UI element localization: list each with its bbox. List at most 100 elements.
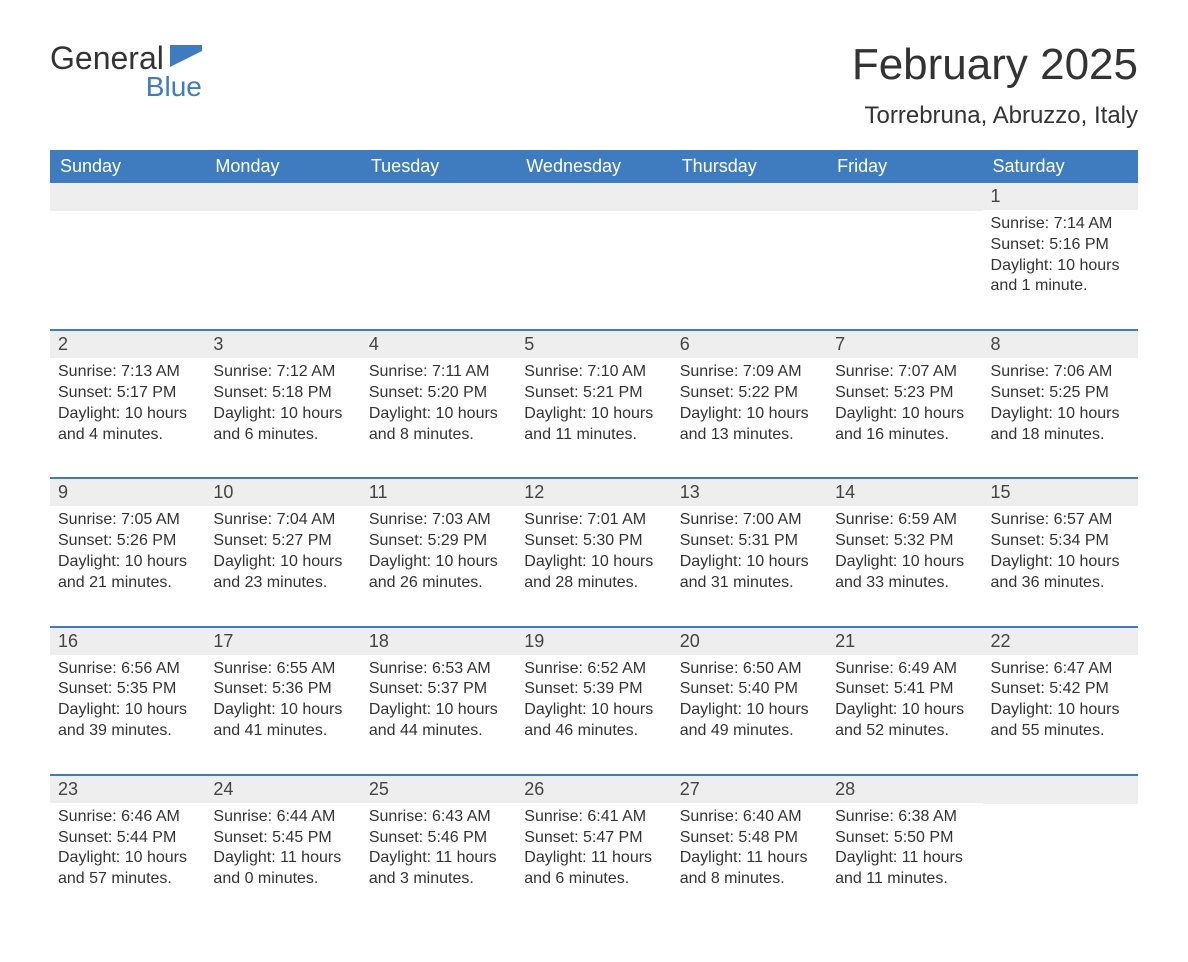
day-number: 8: [983, 331, 1138, 358]
day-number: 11: [361, 479, 516, 506]
day-sr: Sunrise: 7:09 AM: [680, 362, 819, 383]
day-content: Sunrise: 7:04 AMSunset: 5:27 PMDaylight:…: [205, 506, 360, 625]
day-d2: and 21 minutes.: [58, 573, 197, 594]
calendar-day-cell: 7Sunrise: 7:07 AMSunset: 5:23 PMDaylight…: [827, 330, 982, 478]
calendar-day-cell: [672, 183, 827, 330]
day-sr: Sunrise: 7:05 AM: [58, 510, 197, 531]
day-sr: Sunrise: 7:13 AM: [58, 362, 197, 383]
calendar-day-cell: 8Sunrise: 7:06 AMSunset: 5:25 PMDaylight…: [983, 330, 1138, 478]
day-content: Sunrise: 7:01 AMSunset: 5:30 PMDaylight:…: [516, 506, 671, 625]
calendar-day-cell: 9Sunrise: 7:05 AMSunset: 5:26 PMDaylight…: [50, 478, 205, 626]
day-sr: Sunrise: 7:00 AM: [680, 510, 819, 531]
calendar-day-cell: 20Sunrise: 6:50 AMSunset: 5:40 PMDayligh…: [672, 627, 827, 775]
day-d1: Daylight: 10 hours: [369, 404, 508, 425]
day-d2: and 23 minutes.: [213, 573, 352, 594]
day-number-empty: [361, 183, 516, 211]
day-d2: and 6 minutes.: [524, 869, 663, 890]
day-d2: and 13 minutes.: [680, 425, 819, 446]
calendar-day-cell: 15Sunrise: 6:57 AMSunset: 5:34 PMDayligh…: [983, 478, 1138, 626]
calendar-day-cell: [361, 183, 516, 330]
day-content-empty: [205, 211, 360, 271]
day-d1: Daylight: 10 hours: [680, 700, 819, 721]
day-d1: Daylight: 11 hours: [213, 848, 352, 869]
day-d2: and 52 minutes.: [835, 721, 974, 742]
day-d2: and 36 minutes.: [991, 573, 1130, 594]
day-sr: Sunrise: 6:41 AM: [524, 807, 663, 828]
day-d1: Daylight: 10 hours: [991, 404, 1130, 425]
calendar-day-cell: 27Sunrise: 6:40 AMSunset: 5:48 PMDayligh…: [672, 775, 827, 922]
day-d2: and 6 minutes.: [213, 425, 352, 446]
weekday-header: Monday: [205, 150, 360, 183]
calendar-day-cell: [50, 183, 205, 330]
day-content: Sunrise: 7:00 AMSunset: 5:31 PMDaylight:…: [672, 506, 827, 625]
day-number: 13: [672, 479, 827, 506]
day-number: 5: [516, 331, 671, 358]
day-content: Sunrise: 6:41 AMSunset: 5:47 PMDaylight:…: [516, 803, 671, 922]
day-ss: Sunset: 5:29 PM: [369, 531, 508, 552]
day-d2: and 18 minutes.: [991, 425, 1130, 446]
calendar-week-row: 9Sunrise: 7:05 AMSunset: 5:26 PMDaylight…: [50, 478, 1138, 626]
weekday-header: Wednesday: [516, 150, 671, 183]
day-d2: and 26 minutes.: [369, 573, 508, 594]
day-d1: Daylight: 11 hours: [524, 848, 663, 869]
day-number: 18: [361, 628, 516, 655]
day-sr: Sunrise: 6:53 AM: [369, 659, 508, 680]
day-content: Sunrise: 7:07 AMSunset: 5:23 PMDaylight:…: [827, 358, 982, 477]
day-sr: Sunrise: 6:40 AM: [680, 807, 819, 828]
day-ss: Sunset: 5:50 PM: [835, 828, 974, 849]
day-sr: Sunrise: 6:46 AM: [58, 807, 197, 828]
day-d2: and 57 minutes.: [58, 869, 197, 890]
calendar-day-cell: 13Sunrise: 7:00 AMSunset: 5:31 PMDayligh…: [672, 478, 827, 626]
page-header: General Blue February 2025 Torrebruna, A…: [50, 40, 1138, 130]
day-ss: Sunset: 5:42 PM: [991, 679, 1130, 700]
day-ss: Sunset: 5:47 PM: [524, 828, 663, 849]
calendar-day-cell: 6Sunrise: 7:09 AMSunset: 5:22 PMDaylight…: [672, 330, 827, 478]
day-d2: and 11 minutes.: [835, 869, 974, 890]
day-ss: Sunset: 5:30 PM: [524, 531, 663, 552]
day-ss: Sunset: 5:18 PM: [213, 383, 352, 404]
day-sr: Sunrise: 6:57 AM: [991, 510, 1130, 531]
day-content: Sunrise: 6:47 AMSunset: 5:42 PMDaylight:…: [983, 655, 1138, 774]
day-ss: Sunset: 5:21 PM: [524, 383, 663, 404]
day-d1: Daylight: 11 hours: [680, 848, 819, 869]
day-d1: Daylight: 11 hours: [835, 848, 974, 869]
day-d1: Daylight: 10 hours: [369, 552, 508, 573]
day-sr: Sunrise: 7:12 AM: [213, 362, 352, 383]
day-d2: and 44 minutes.: [369, 721, 508, 742]
day-sr: Sunrise: 6:52 AM: [524, 659, 663, 680]
day-d1: Daylight: 10 hours: [213, 552, 352, 573]
weekday-header-row: Sunday Monday Tuesday Wednesday Thursday…: [50, 150, 1138, 183]
day-d1: Daylight: 10 hours: [680, 552, 819, 573]
day-number: 23: [50, 776, 205, 803]
day-number: 4: [361, 331, 516, 358]
calendar-week-row: 1Sunrise: 7:14 AMSunset: 5:16 PMDaylight…: [50, 183, 1138, 330]
calendar-day-cell: 2Sunrise: 7:13 AMSunset: 5:17 PMDaylight…: [50, 330, 205, 478]
calendar-day-cell: 11Sunrise: 7:03 AMSunset: 5:29 PMDayligh…: [361, 478, 516, 626]
location-subtitle: Torrebruna, Abruzzo, Italy: [852, 102, 1138, 130]
weekday-header: Tuesday: [361, 150, 516, 183]
calendar-table: Sunday Monday Tuesday Wednesday Thursday…: [50, 150, 1138, 922]
title-block: February 2025 Torrebruna, Abruzzo, Italy: [852, 40, 1138, 130]
day-content: Sunrise: 6:46 AMSunset: 5:44 PMDaylight:…: [50, 803, 205, 922]
day-content: Sunrise: 7:03 AMSunset: 5:29 PMDaylight:…: [361, 506, 516, 625]
day-d1: Daylight: 10 hours: [991, 700, 1130, 721]
day-ss: Sunset: 5:36 PM: [213, 679, 352, 700]
day-ss: Sunset: 5:45 PM: [213, 828, 352, 849]
day-d1: Daylight: 10 hours: [991, 552, 1130, 573]
day-d2: and 0 minutes.: [213, 869, 352, 890]
calendar-day-cell: 1Sunrise: 7:14 AMSunset: 5:16 PMDaylight…: [983, 183, 1138, 330]
calendar-day-cell: 18Sunrise: 6:53 AMSunset: 5:37 PMDayligh…: [361, 627, 516, 775]
day-content: Sunrise: 7:14 AMSunset: 5:16 PMDaylight:…: [983, 210, 1138, 329]
day-content-empty: [983, 804, 1138, 864]
day-d1: Daylight: 10 hours: [835, 700, 974, 721]
day-sr: Sunrise: 7:07 AM: [835, 362, 974, 383]
calendar-day-cell: [827, 183, 982, 330]
day-content: Sunrise: 6:49 AMSunset: 5:41 PMDaylight:…: [827, 655, 982, 774]
day-content: Sunrise: 7:11 AMSunset: 5:20 PMDaylight:…: [361, 358, 516, 477]
day-content-empty: [516, 211, 671, 271]
day-sr: Sunrise: 7:03 AM: [369, 510, 508, 531]
calendar-day-cell: 28Sunrise: 6:38 AMSunset: 5:50 PMDayligh…: [827, 775, 982, 922]
day-ss: Sunset: 5:37 PM: [369, 679, 508, 700]
day-sr: Sunrise: 7:10 AM: [524, 362, 663, 383]
day-content: Sunrise: 6:55 AMSunset: 5:36 PMDaylight:…: [205, 655, 360, 774]
